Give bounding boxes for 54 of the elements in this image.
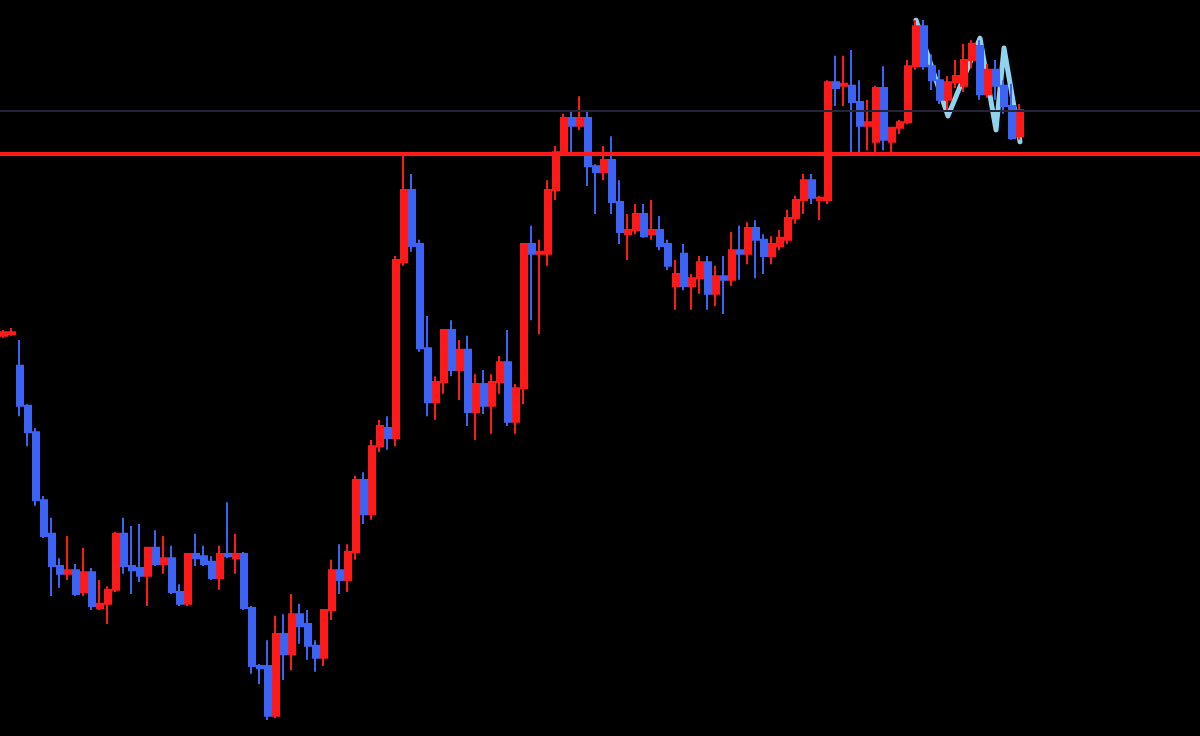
candlestick xyxy=(480,369,488,416)
candlestick xyxy=(288,593,296,672)
candlestick xyxy=(736,224,744,281)
candlestick xyxy=(624,212,632,262)
candlestick xyxy=(648,198,656,241)
candlestick xyxy=(128,525,136,595)
candlestick xyxy=(144,546,152,607)
candlestick xyxy=(744,221,752,266)
candlestick xyxy=(0,329,8,339)
candlestick xyxy=(88,567,96,612)
candlestick xyxy=(272,614,280,719)
candlestick xyxy=(768,235,776,266)
candlestick xyxy=(568,109,576,154)
candlestick xyxy=(752,219,760,280)
candlestick xyxy=(448,319,456,378)
candlestick xyxy=(8,327,16,337)
candlestick xyxy=(712,264,720,308)
candlestick xyxy=(720,254,728,315)
candlestick xyxy=(264,639,272,721)
candlestick xyxy=(960,42,968,94)
candlestick xyxy=(728,231,736,287)
candlestick xyxy=(832,54,840,108)
candlestick xyxy=(640,203,648,239)
candlestick xyxy=(232,532,240,575)
candlestick xyxy=(360,471,368,525)
candlestick xyxy=(152,529,160,567)
candlestick xyxy=(216,544,224,591)
candlestick xyxy=(1016,103,1024,141)
candlestick xyxy=(1008,82,1016,141)
candlestick xyxy=(456,338,464,402)
candlestick xyxy=(80,546,88,598)
candlestick xyxy=(880,65,888,152)
candlestick xyxy=(576,95,584,131)
candlestick xyxy=(280,613,288,682)
candlestick xyxy=(976,39,984,101)
candlestick xyxy=(848,49,856,155)
candlestick xyxy=(72,562,80,598)
candlestick xyxy=(672,259,680,311)
candlestick xyxy=(680,243,688,292)
candlestick xyxy=(464,334,472,427)
candlestick xyxy=(384,415,392,451)
candlestick xyxy=(504,329,512,427)
candlestick xyxy=(192,532,200,567)
candlestick xyxy=(808,173,816,206)
candlestick xyxy=(840,54,848,108)
candlestick xyxy=(984,63,992,99)
candlestick xyxy=(224,501,232,560)
candlestick xyxy=(704,254,712,311)
candlestick xyxy=(184,553,192,607)
candlestick xyxy=(160,534,168,575)
candlestick xyxy=(64,534,72,581)
candlestick xyxy=(528,224,536,322)
candlestick xyxy=(336,543,344,595)
candlestick xyxy=(472,373,480,441)
